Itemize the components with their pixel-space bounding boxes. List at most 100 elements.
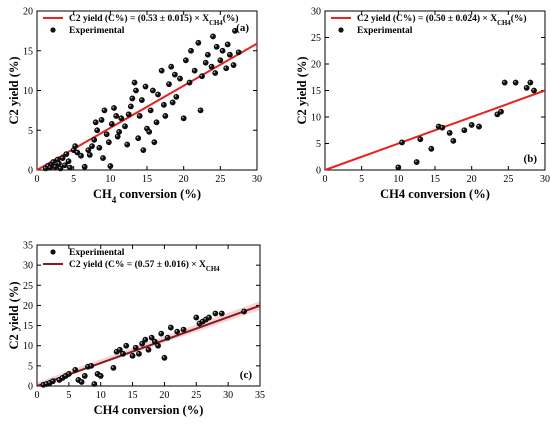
data-point: [129, 352, 136, 359]
data-point-highlight: [154, 120, 157, 123]
y-tick-label: 20: [23, 301, 33, 312]
data-point: [153, 119, 160, 126]
data-point-highlight: [61, 156, 63, 159]
data-point: [180, 115, 187, 122]
data-point-highlight: [79, 154, 81, 156]
data-point-highlight: [90, 144, 92, 147]
data-point-highlight: [51, 379, 53, 382]
legend-fit-label-main: C2 yield (C%) = (0.53 ± 0.015) × X: [69, 13, 209, 24]
data-point: [92, 119, 99, 126]
data-point: [523, 84, 530, 91]
x-tick-label: 10: [393, 174, 403, 185]
data-point: [169, 99, 176, 106]
data-point: [103, 131, 110, 138]
data-point-highlight: [92, 382, 95, 384]
x-tick-label: 25: [191, 390, 201, 401]
data-point-highlight: [167, 82, 169, 85]
data-point: [213, 43, 220, 50]
data-point: [177, 75, 183, 82]
data-point-highlight: [51, 160, 54, 163]
data-point-highlight: [204, 317, 206, 320]
data-point-highlight: [514, 80, 516, 83]
data-point-highlight: [48, 381, 50, 383]
data-point-highlight: [182, 116, 184, 119]
data-point-highlight: [242, 309, 245, 312]
data-point: [162, 113, 169, 119]
data-point: [140, 147, 147, 154]
x-tick-label: 35: [255, 390, 265, 401]
data-point-highlight: [58, 166, 61, 169]
data-point: [97, 373, 104, 379]
data-point: [94, 127, 101, 134]
legend-experimental-label: Experimental: [69, 248, 125, 258]
legend-fit-label-sub: CH4: [209, 20, 223, 27]
y-tick-label: 15: [23, 321, 33, 332]
x-tick-label: 25: [215, 174, 225, 185]
data-point-highlight: [201, 319, 203, 322]
x-tick-label: 15: [128, 390, 138, 401]
data-point: [230, 62, 237, 68]
data-point: [108, 120, 115, 127]
legend-point-swatch: [50, 249, 56, 255]
data-point-highlight: [73, 368, 76, 370]
data-point-highlight: [130, 354, 133, 356]
data-point-highlight: [140, 98, 142, 101]
data-point: [113, 113, 120, 119]
data-point-highlight: [178, 76, 180, 79]
data-point: [122, 123, 128, 130]
data-point-highlight: [194, 315, 197, 318]
data-point: [127, 103, 134, 110]
x-axis-label-main: CH: [93, 187, 112, 201]
data-point-highlight: [156, 344, 159, 346]
data-point-highlight: [130, 96, 133, 99]
data-point-highlight: [429, 147, 432, 149]
data-point-highlight: [124, 344, 127, 346]
data-point: [98, 117, 105, 123]
x-axis-label-sub: 4: [112, 195, 117, 205]
data-point: [171, 71, 178, 78]
data-point: [193, 314, 200, 321]
data-point: [78, 152, 84, 159]
data-point-highlight: [207, 315, 210, 318]
data-point-highlight: [143, 84, 146, 87]
data-point-highlight: [462, 128, 465, 131]
data-point-highlight: [226, 42, 228, 45]
data-point: [498, 108, 504, 115]
data-point: [81, 373, 88, 379]
y-tick-label: 30: [311, 7, 321, 18]
data-point: [208, 63, 215, 70]
data-point-highlight: [137, 352, 139, 354]
data-point-highlight: [99, 374, 101, 376]
data-point: [110, 364, 117, 371]
data-point-highlight: [64, 152, 67, 155]
data-point-highlight: [95, 128, 98, 131]
data-point-highlight: [213, 311, 216, 314]
x-tick-label: 20: [179, 174, 189, 185]
data-point-highlight: [149, 108, 151, 111]
data-point: [147, 107, 154, 114]
x-tick-label: 20: [467, 174, 477, 185]
data-point: [224, 41, 231, 48]
data-point-highlight: [80, 380, 82, 382]
data-point-highlight: [115, 350, 117, 352]
data-point: [399, 139, 405, 146]
data-point: [133, 87, 139, 94]
legend-experimental-label: Experimental: [69, 26, 125, 36]
data-point: [114, 133, 121, 140]
data-point: [136, 113, 143, 119]
panel-a: 0 5 10 15 20 25 30 0 5 10 15 20 CH4 conversion (%) C2…: [7, 7, 262, 206]
data-point: [413, 159, 420, 165]
data-point: [180, 326, 187, 333]
data-point: [186, 79, 193, 86]
data-point: [142, 336, 149, 343]
data-point-highlight: [198, 108, 201, 111]
panel-c: 0 5 10 15 20 25 30 35 0 5 10 15 20 25 30 35 CH4 conversi…: [7, 241, 265, 418]
y-tick-label: 0: [28, 382, 33, 393]
data-point: [210, 33, 216, 40]
data-point-highlight: [141, 148, 144, 151]
data-point-highlight: [101, 156, 103, 159]
data-point: [158, 330, 165, 337]
y-tick-label: 35: [23, 241, 33, 252]
data-point: [428, 145, 435, 152]
data-point: [167, 324, 174, 331]
